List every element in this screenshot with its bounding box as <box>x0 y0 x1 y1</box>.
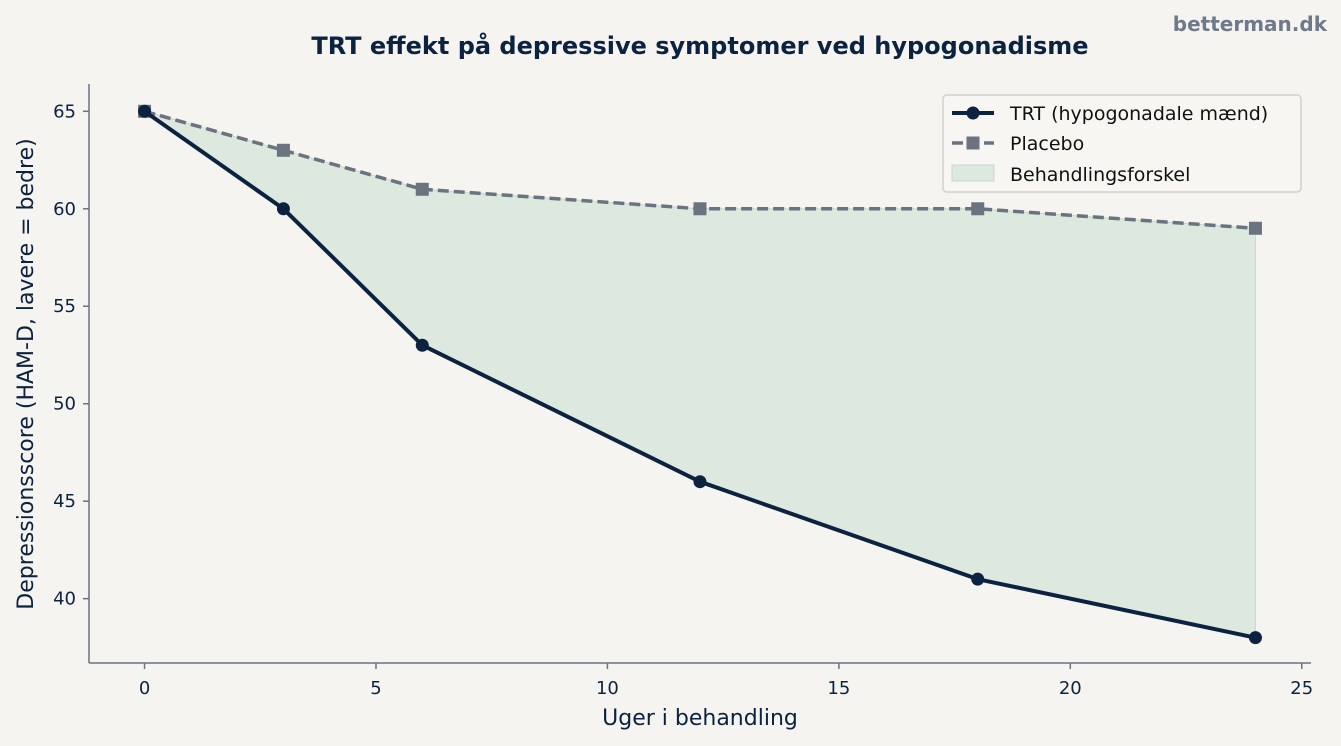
chart-title: TRT effekt på depressive symptomer ved h… <box>311 31 1088 60</box>
legend-entry-trt: TRT (hypogonadale mænd) <box>952 103 1268 125</box>
point-placebo-24 <box>1248 221 1262 235</box>
watermark: betterman.dk <box>1172 12 1327 36</box>
point-trt-12 <box>693 475 707 489</box>
plot-area <box>138 104 1262 645</box>
y-tick-label-40: 40 <box>53 589 76 610</box>
point-trt-0 <box>138 104 152 118</box>
point-placebo-18 <box>971 202 985 216</box>
series-line-trt <box>143 109 1256 640</box>
legend-entry-fill: Behandlingsforskel <box>951 164 1190 186</box>
point-placebo-3 <box>276 143 290 157</box>
series-line-placebo <box>144 109 1256 231</box>
x-tick-label-0: 0 <box>139 678 150 699</box>
x-tick-label-20: 20 <box>1059 678 1082 699</box>
point-trt-6 <box>415 338 429 352</box>
x-tick-label-5: 5 <box>370 678 381 699</box>
legend: TRT (hypogonadale mænd) Placebo Behandli… <box>942 94 1302 193</box>
y-axis-label: Depressionsscore (HAM-D, lavere = bedre) <box>14 138 39 609</box>
legend-label-placebo: Placebo <box>1010 133 1084 155</box>
legend-marker-trt <box>966 106 980 120</box>
y-tick-label-55: 55 <box>53 296 76 317</box>
y-tick-label-60: 60 <box>53 199 76 220</box>
x-tick-label-25: 25 <box>1290 678 1313 699</box>
x-axis-label: Uger i behandling <box>602 706 798 731</box>
point-trt-24 <box>1248 631 1262 645</box>
legend-entry-placebo: Placebo <box>952 133 1084 155</box>
x-tick-label-15: 15 <box>827 678 850 699</box>
point-trt-3 <box>276 202 290 216</box>
point-placebo-6 <box>415 182 429 196</box>
point-placebo-12 <box>693 202 707 216</box>
axes: 0 5 10 15 20 25 40 45 50 55 60 65 <box>53 84 1313 699</box>
legend-swatch-fill <box>951 164 995 182</box>
legend-label-fill: Behandlingsforskel <box>1010 164 1190 186</box>
y-tick-label-45: 45 <box>53 491 76 512</box>
legend-label-trt: TRT (hypogonadale mænd) <box>1009 103 1268 125</box>
legend-box <box>942 94 1302 193</box>
point-trt-18 <box>971 572 985 586</box>
y-tick-label-50: 50 <box>53 394 76 415</box>
y-tick-label-65: 65 <box>53 101 76 122</box>
x-tick-label-10: 10 <box>596 678 619 699</box>
legend-marker-placebo <box>966 136 980 150</box>
